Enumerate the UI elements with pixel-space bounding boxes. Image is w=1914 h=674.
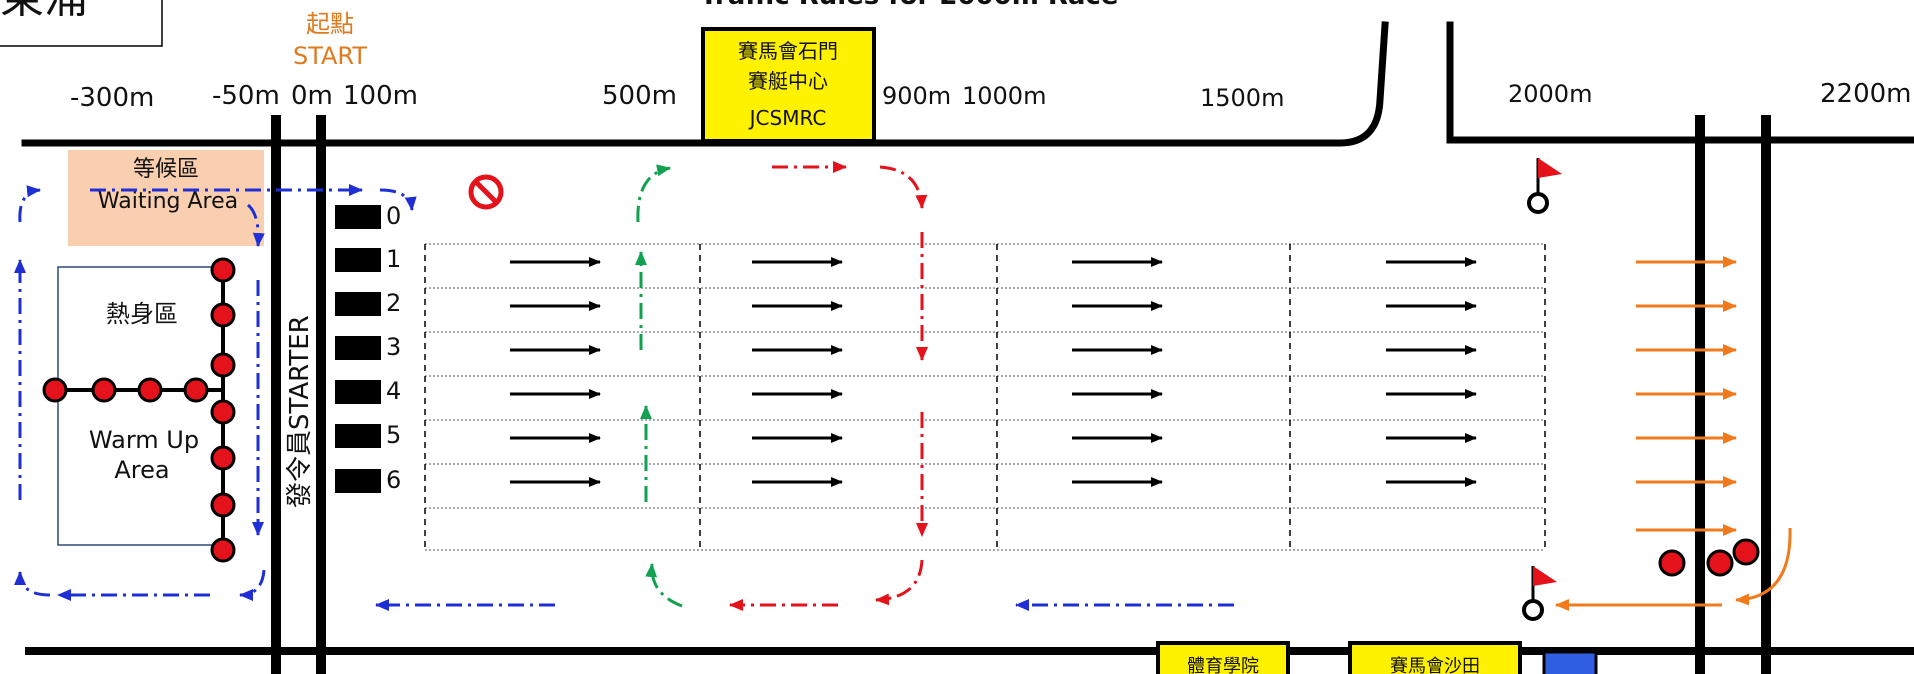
buoy-icon [210, 352, 236, 378]
race-direction-arrows [510, 257, 1477, 487]
waiting-area: 等候區 Waiting Area [68, 150, 264, 246]
lane-number: 1 [386, 245, 401, 273]
lane-grid [425, 243, 1545, 551]
start-label-en: START [293, 42, 367, 70]
start-label-zh: 起點 [306, 10, 354, 38]
sports-institute-label: 體育學院 [1187, 656, 1259, 674]
marker-minus-300m: -300m [70, 83, 154, 113]
buoy-icon [210, 257, 236, 283]
waiting-area-label-zh: 等候區 [133, 157, 199, 182]
buoy-icon [210, 445, 236, 471]
sports-institute-building: 體育學院 [1156, 641, 1290, 674]
lane-number: 2 [386, 289, 401, 317]
waiting-area-label-en: Waiting Area [98, 189, 238, 214]
buoy-icon [1732, 538, 1760, 566]
jcsmrc-building: 賽馬會石門 賽艇中心 JCSMRC [701, 27, 876, 143]
jc-shatin-building: 賽馬會沙田 [1348, 641, 1522, 674]
no-entry-icon [468, 174, 504, 210]
corner-label-box: 東涌 [0, 0, 163, 47]
warmup-label-en-1: Warm Up [89, 426, 199, 454]
flag-icon [1522, 566, 1557, 621]
top-shoreline [21, 21, 1914, 147]
buoy-icon [91, 377, 117, 403]
distance-markers: -300m -50m 0m 100m 500m 900m 1000m 1500m… [70, 79, 1912, 113]
green-traffic-paths [635, 164, 683, 608]
marker-2200m: 2200m [1820, 79, 1912, 109]
jc-shatin-label: 賽馬會沙田 [1390, 655, 1480, 674]
marker-minus-50m: -50m [212, 81, 280, 111]
warmup-label-zh: 熱身區 [106, 300, 178, 328]
marker-1000m: 1000m [962, 82, 1046, 110]
page-title: Traffic Rules for 2000m Race [700, 0, 1118, 11]
lane-grid-sections [424, 244, 1546, 550]
red-traffic-paths [729, 161, 928, 611]
buoy-icon [42, 377, 68, 403]
marker-2000m: 2000m [1508, 80, 1592, 108]
jcsmrc-line2: 賽艇中心 [748, 69, 828, 93]
marker-500m: 500m [602, 81, 677, 111]
lane-blocks: 0 1 2 3 4 5 6 [335, 202, 401, 494]
lane-number: 4 [386, 377, 401, 405]
corner-label: 東涌 [0, 0, 88, 23]
buoy-icon [183, 377, 209, 403]
warmup-label-en-2: Area [114, 456, 169, 484]
lane-number: 6 [386, 466, 401, 494]
marker-900m: 900m [882, 82, 951, 110]
buoy-icon [1658, 549, 1686, 577]
finish-buoys [1658, 538, 1760, 577]
marker-100m: 100m [343, 81, 418, 111]
buoy-icon [210, 537, 236, 563]
buoy-icon [210, 399, 236, 425]
jcsmrc-line3: JCSMRC [748, 106, 827, 130]
flag-icon [1527, 158, 1562, 214]
marker-1500m: 1500m [1200, 84, 1284, 112]
warmup-buoy-line [42, 257, 236, 563]
buoy-icon [137, 377, 163, 403]
buoy-icon [210, 302, 236, 328]
lane-number: 3 [386, 333, 401, 361]
blue-traffic-paths [14, 184, 1234, 611]
marker-0m: 0m [291, 81, 333, 111]
warmup-area: 熱身區 Warm Up Area [57, 266, 223, 546]
finish-return-arrows [1555, 527, 1792, 611]
start-poles [271, 115, 326, 674]
buoy-icon [210, 492, 236, 518]
blue-block [1542, 650, 1598, 674]
starter-label: 發令員STARTER [285, 315, 315, 508]
jcsmrc-line1: 賽馬會石門 [738, 39, 838, 63]
lane-number: 5 [386, 421, 401, 449]
lane-number: 0 [386, 202, 401, 230]
finish-arrows [1636, 256, 1737, 536]
buoy-icon [1706, 549, 1734, 577]
